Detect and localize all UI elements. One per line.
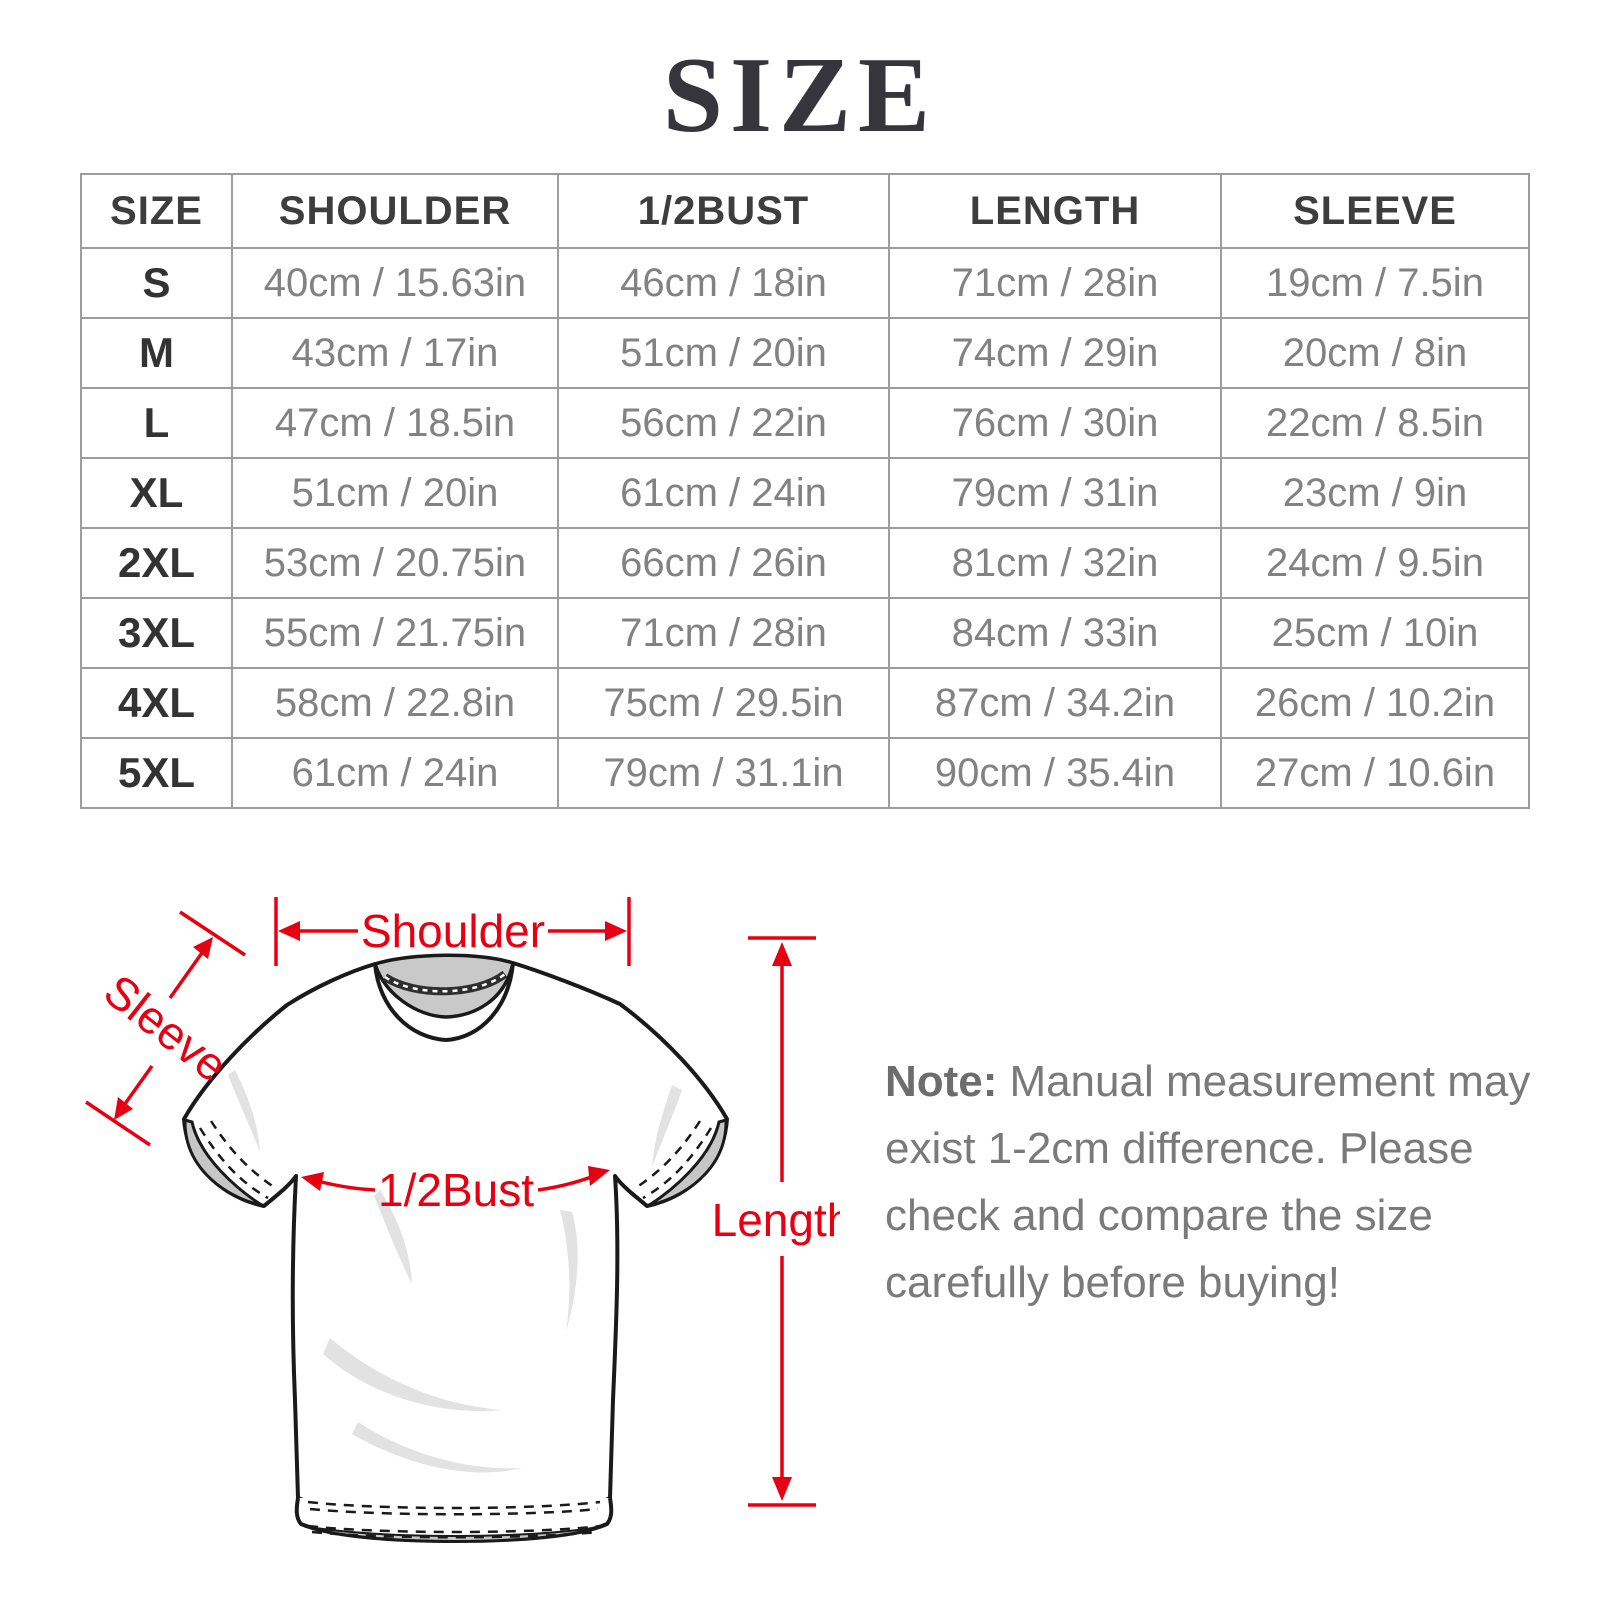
size-cell: 4XL xyxy=(80,667,233,739)
measurement-cell: 90cm / 35.4in xyxy=(888,737,1222,809)
right-cuff-stitches xyxy=(633,1120,713,1200)
measurement-cell: 58cm / 22.8in xyxy=(231,667,559,739)
size-cell: 5XL xyxy=(80,737,233,809)
measurement-cell: 23cm / 9in xyxy=(1220,457,1530,529)
measurement-cell: 46cm / 18in xyxy=(557,247,890,319)
measurement-cell: 76cm / 30in xyxy=(888,387,1222,459)
hem-stitches xyxy=(307,1500,603,1539)
left-cuff-lining xyxy=(183,1118,264,1208)
measurement-cell: 61cm / 24in xyxy=(231,737,559,809)
measurement-cell: 24cm / 9.5in xyxy=(1220,527,1530,599)
size-cell: M xyxy=(80,317,233,389)
collar-back xyxy=(372,953,516,1019)
length-label: Length xyxy=(712,1194,840,1246)
table-row: L 47cm / 18.5in 56cm / 22in 76cm / 30in … xyxy=(80,387,1530,459)
measurement-cell: 20cm / 8in xyxy=(1220,317,1530,389)
measurement-cell: 51cm / 20in xyxy=(557,317,890,389)
measurement-cell: 55cm / 21.75in xyxy=(231,597,559,669)
table-header-row: SIZE SHOULDER 1/2BUST LENGTH SLEEVE xyxy=(80,173,1530,249)
left-cuff-stitches xyxy=(198,1120,278,1200)
bust-measure: 1/2Bust xyxy=(301,1164,610,1216)
measurement-cell: 22cm / 8.5in xyxy=(1220,387,1530,459)
measurement-cell: 40cm / 15.63in xyxy=(231,247,559,319)
measurement-cell: 51cm / 20in xyxy=(231,457,559,529)
tshirt-measurement-diagram: Shoulder Sleeve 1/2Bust L xyxy=(85,897,840,1544)
table-row: 4XL 58cm / 22.8in 75cm / 29.5in 87cm / 3… xyxy=(80,667,1530,739)
tshirt-body xyxy=(182,961,729,1517)
bust-label: 1/2Bust xyxy=(378,1164,534,1216)
size-cell: 3XL xyxy=(80,597,233,669)
measurement-cell: 61cm / 24in xyxy=(557,457,890,529)
measurement-cell: 71cm / 28in xyxy=(557,597,890,669)
header-shoulder: SHOULDER xyxy=(231,173,559,249)
measurement-cell: 25cm / 10in xyxy=(1220,597,1530,669)
measurement-cell: 43cm / 17in xyxy=(231,317,559,389)
table-row: XL 51cm / 20in 61cm / 24in 79cm / 31in 2… xyxy=(80,457,1530,529)
measure-annotations: Shoulder Sleeve 1/2Bust L xyxy=(85,897,840,1507)
measurement-cell: 79cm / 31.1in xyxy=(557,737,890,809)
measurement-cell: 27cm / 10.6in xyxy=(1220,737,1530,809)
measurement-cell: 19cm / 7.5in xyxy=(1220,247,1530,319)
note-label: Note: xyxy=(885,1057,998,1106)
note-text: Manual measurement may exist 1-2cm diffe… xyxy=(885,1057,1531,1307)
header-size: SIZE xyxy=(80,173,233,249)
table-row: M 43cm / 17in 51cm / 20in 74cm / 29in 20… xyxy=(80,317,1530,389)
measurement-cell: 75cm / 29.5in xyxy=(557,667,890,739)
sleeve-label: Sleeve xyxy=(95,964,238,1092)
note-block: Note: Manual measurement may exist 1-2cm … xyxy=(885,1048,1545,1316)
measurement-cell: 26cm / 10.2in xyxy=(1220,667,1530,739)
table-row: S 40cm / 15.63in 46cm / 18in 71cm / 28in… xyxy=(80,247,1530,319)
size-chart-table: SIZE SHOULDER 1/2BUST LENGTH SLEEVE S 40… xyxy=(80,173,1530,809)
table-row: 5XL 61cm / 24in 79cm / 31.1in 90cm / 35.… xyxy=(80,737,1530,809)
length-measure: Length xyxy=(712,936,840,1507)
header-length: LENGTH xyxy=(888,173,1222,249)
header-bust: 1/2BUST xyxy=(557,173,890,249)
measurement-cell: 71cm / 28in xyxy=(888,247,1222,319)
tshirt-graphic xyxy=(182,953,729,1544)
right-cuff-lining xyxy=(647,1118,728,1208)
measurement-cell: 84cm / 33in xyxy=(888,597,1222,669)
size-cell: XL xyxy=(80,457,233,529)
collar-stitch-zigzag xyxy=(384,973,506,993)
measurement-cell: 74cm / 29in xyxy=(888,317,1222,389)
wrinkle-shading xyxy=(228,1070,682,1473)
table-row: 3XL 55cm / 21.75in 71cm / 28in 84cm / 33… xyxy=(80,597,1530,669)
table-row: 2XL 53cm / 20.75in 66cm / 26in 81cm / 32… xyxy=(80,527,1530,599)
measurement-cell: 79cm / 31in xyxy=(888,457,1222,529)
size-cell: S xyxy=(80,247,233,319)
measurement-cell: 53cm / 20.75in xyxy=(231,527,559,599)
shoulder-label: Shoulder xyxy=(361,905,545,957)
measurement-cell: 87cm / 34.2in xyxy=(888,667,1222,739)
size-cell: L xyxy=(80,387,233,459)
shoulder-measure: Shoulder xyxy=(274,897,631,966)
measurement-cell: 81cm / 32in xyxy=(888,527,1222,599)
page-title: SIZE xyxy=(662,36,938,155)
measurement-cell: 47cm / 18.5in xyxy=(231,387,559,459)
size-cell: 2XL xyxy=(80,527,233,599)
measurement-cell: 66cm / 26in xyxy=(557,527,890,599)
measurement-cell: 56cm / 22in xyxy=(557,387,890,459)
header-sleeve: SLEEVE xyxy=(1220,173,1530,249)
